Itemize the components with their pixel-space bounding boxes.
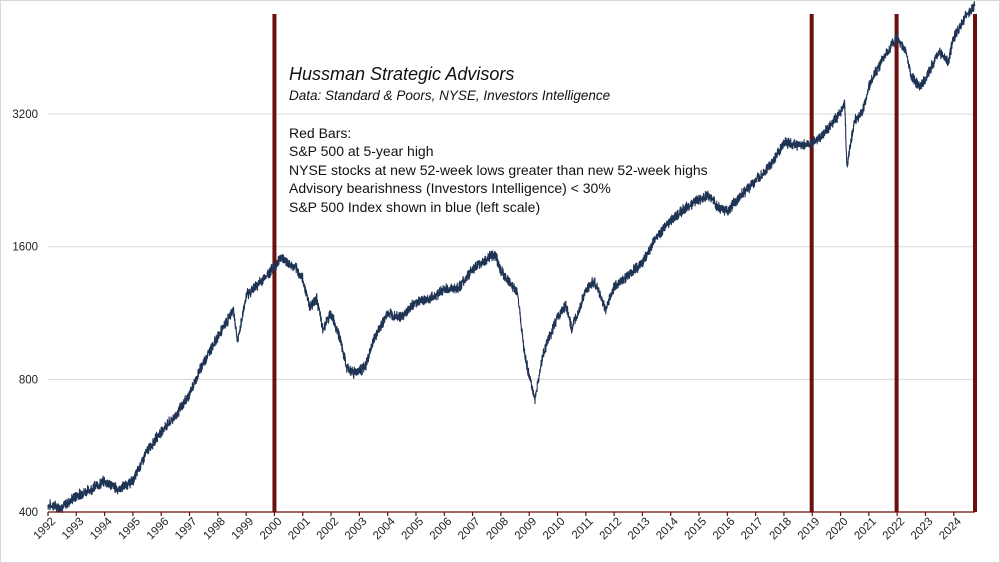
chart-subtitle: Data: Standard & Poors, NYSE, Investors …: [289, 88, 610, 103]
legend-heading: Red Bars:: [289, 125, 351, 141]
ytick-label-3200: 3200: [12, 109, 38, 121]
series-line-sp500: [47, 1, 976, 514]
legend-line-1: S&P 500 at 5-year high: [289, 143, 434, 159]
red-bar-2024: [973, 14, 977, 512]
legend-line-4: S&P 500 Index shown in blue (left scale): [289, 199, 540, 215]
ytick-label-800: 800: [19, 374, 38, 386]
legend-line-2: NYSE stocks at new 52-week lows greater …: [289, 162, 708, 178]
legend-line-3: Advisory bearishness (Investors Intellig…: [289, 180, 611, 196]
ytick-label-400: 400: [19, 507, 38, 519]
series-layer: [47, 1, 976, 514]
ytick-label-1600: 1600: [12, 242, 38, 254]
annotation-block: Hussman Strategic Advisors Data: Standar…: [289, 64, 708, 215]
y-axis-ticks: 400 800 1600 3200: [12, 109, 38, 519]
red-bar-2019: [809, 14, 814, 512]
chart-title: Hussman Strategic Advisors: [289, 64, 514, 84]
gridlines: [48, 113, 975, 380]
red-bar-2022: [894, 14, 899, 512]
